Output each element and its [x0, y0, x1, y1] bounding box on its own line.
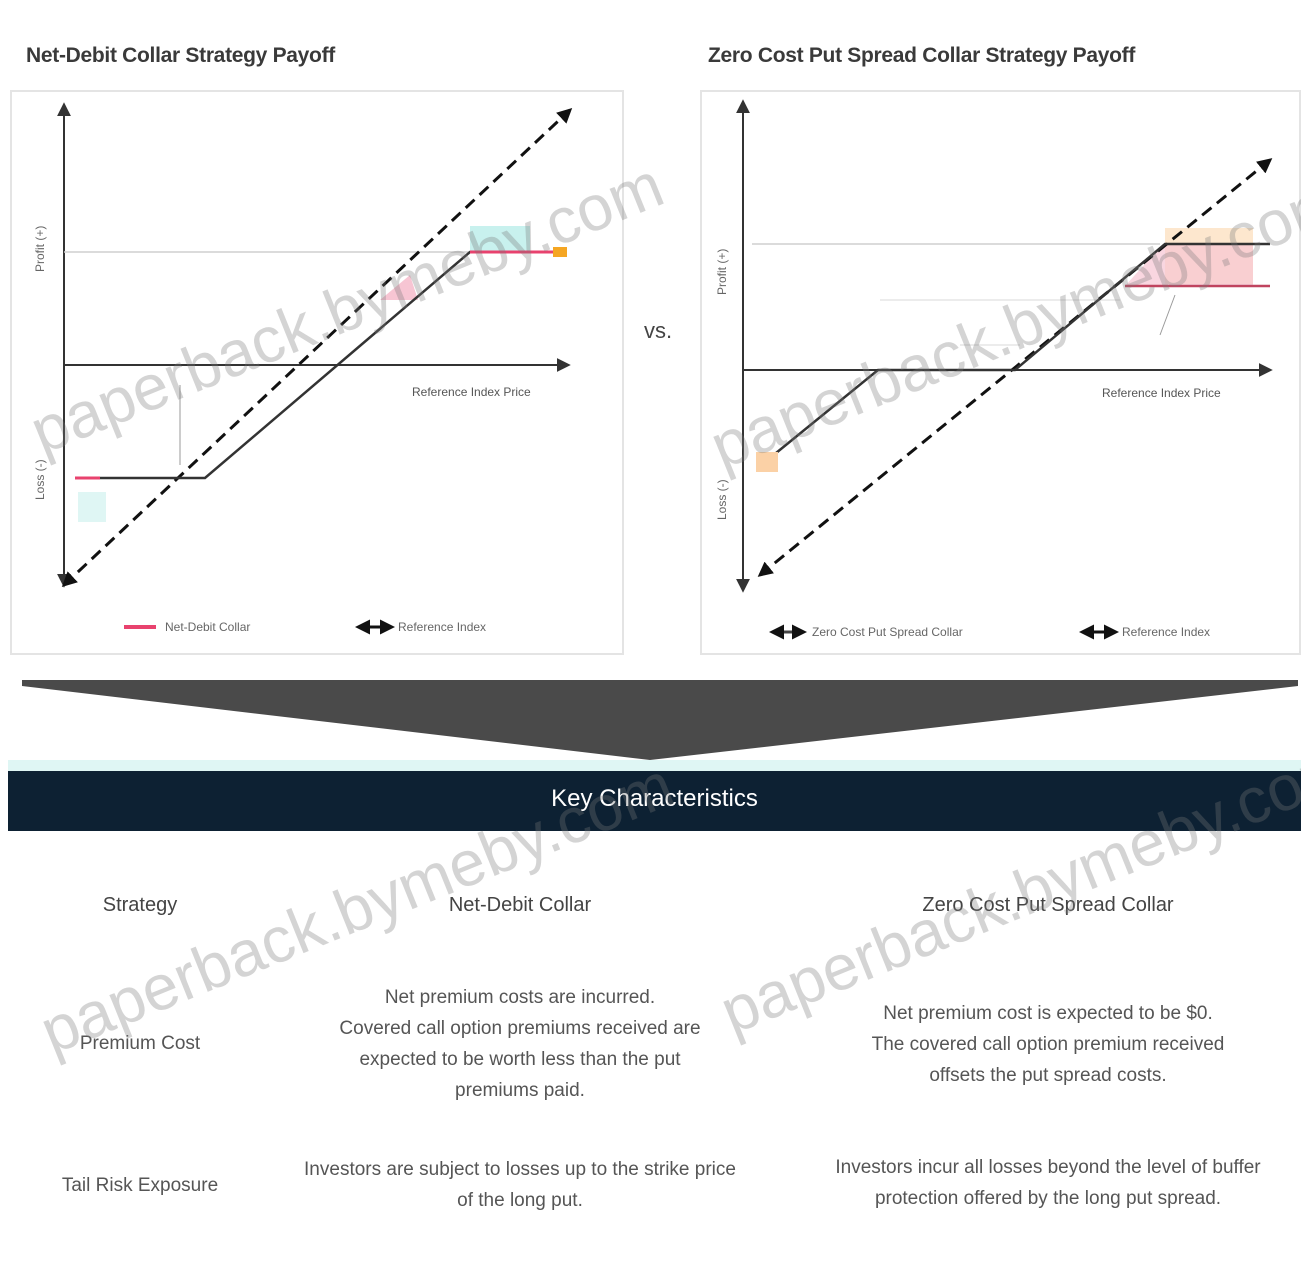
premium-cost-net-debit: Net premium costs are incurred. Covered … — [290, 982, 750, 1106]
right-legend-collar-label: Zero Cost Put Spread Collar — [812, 625, 963, 639]
right-pink-region — [1125, 244, 1253, 286]
tail-risk-zero-cost: Investors incur all losses beyond the le… — [795, 1152, 1301, 1214]
left-y-upper-label: Profit (+) — [33, 226, 47, 272]
key-characteristics-banner: Key Characteristics — [8, 771, 1301, 831]
left-chart: Profit (+) Loss (-) Reference Index Pric… — [33, 102, 573, 635]
right-x-axis-label: Reference Index Price — [1102, 386, 1221, 400]
premium-cost-zero-cost: Net premium cost is expected to be $0. T… — [800, 998, 1296, 1091]
right-panel-title: Zero Cost Put Spread Collar Strategy Pay… — [708, 44, 1136, 67]
premium-cost-zero-cost-line: The covered call option premium received — [871, 1034, 1225, 1055]
header-zero-cost-collar: Zero Cost Put Spread Collar — [922, 894, 1174, 916]
right-legend-index-label: Reference Index — [1122, 625, 1210, 639]
key-characteristics-title: Key Characteristics — [551, 785, 758, 812]
funnel-arrow — [8, 680, 1301, 772]
left-legend-index-label: Reference Index — [398, 620, 486, 634]
right-collar-payoff-line — [764, 242, 1270, 463]
header-strategy: Strategy — [102, 894, 178, 916]
premium-cost-net-debit-line: Net premium costs are incurred. — [384, 987, 656, 1008]
premium-cost-net-debit-line: expected to be worth less than the put — [359, 1049, 681, 1070]
premium-cost-net-debit-line: premiums paid. — [455, 1080, 585, 1101]
right-y-lower-label: Loss (-) — [715, 479, 729, 520]
tail-risk-zero-cost-line: Investors incur all losses beyond the le… — [835, 1157, 1261, 1178]
right-chart: Profit (+) Loss (-) Reference Index Pric… — [715, 99, 1273, 640]
tail-risk-net-debit-line: Investors are subject to losses up to th… — [304, 1159, 736, 1180]
left-floor-teal-tag — [78, 492, 106, 522]
right-reference-index-line — [757, 158, 1273, 577]
tail-risk-zero-cost-line: protection offered by the long put sprea… — [874, 1188, 1222, 1209]
premium-cost-zero-cost-line: Net premium cost is expected to be $0. — [883, 1003, 1213, 1024]
left-x-axis-label: Reference Index Price — [412, 385, 531, 399]
left-pink-region — [380, 275, 418, 300]
header-net-debit-collar: Net-Debit Collar — [448, 894, 592, 916]
left-legend-collar-label: Net-Debit Collar — [165, 620, 250, 634]
premium-cost-zero-cost-line: offsets the put spread costs. — [929, 1065, 1167, 1086]
payoff-charts: Profit (+) Loss (-) Reference Index Pric… — [33, 99, 1273, 640]
premium-cost-net-debit-line: Covered call option premiums received ar… — [339, 1018, 701, 1039]
left-y-lower-label: Loss (-) — [33, 459, 47, 500]
left-reference-index-line — [61, 107, 573, 588]
left-cap-marker — [553, 247, 567, 257]
left-teal-region — [470, 226, 530, 252]
right-tail-marker — [756, 452, 778, 472]
vs-label: vs. — [644, 318, 673, 343]
row-label-premium-cost: Premium Cost — [79, 1033, 201, 1054]
row-label-tail-risk: Tail Risk Exposure — [61, 1175, 219, 1196]
right-callout-leader — [1159, 294, 1176, 336]
right-y-upper-label: Profit (+) — [715, 249, 729, 295]
tail-risk-net-debit-line: of the long put. — [457, 1190, 583, 1211]
tail-risk-net-debit: Investors are subject to losses up to th… — [265, 1154, 775, 1216]
left-panel-title: Net-Debit Collar Strategy Payoff — [26, 44, 335, 67]
